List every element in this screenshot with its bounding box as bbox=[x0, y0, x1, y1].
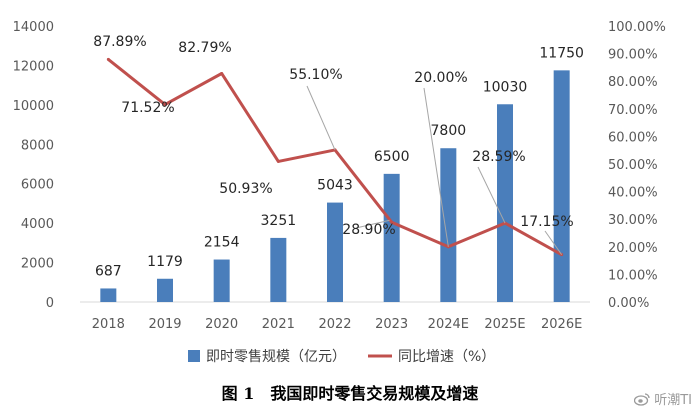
left-tick-label: 2000 bbox=[21, 257, 54, 272]
bar bbox=[327, 202, 343, 302]
left-tick-label: 4000 bbox=[21, 217, 54, 232]
bar-value-label: 687 bbox=[95, 263, 122, 279]
x-tick-label: 2023 bbox=[375, 317, 408, 332]
line-point bbox=[163, 103, 167, 107]
legend-bar-label: 即时零售规模（亿元） bbox=[206, 349, 346, 365]
line-value-label: 87.89% bbox=[93, 34, 146, 50]
bar-value-label: 11750 bbox=[539, 45, 584, 61]
left-tick-label: 8000 bbox=[21, 138, 54, 153]
x-tick-label: 2018 bbox=[92, 317, 125, 332]
x-tick-label: 2021 bbox=[262, 317, 295, 332]
leader-line bbox=[477, 166, 506, 224]
right-tick-label: 70.00% bbox=[608, 103, 658, 118]
line-value-label: 71.52% bbox=[121, 100, 174, 116]
weibo-logo-icon bbox=[634, 392, 650, 406]
right-tick-label: 40.00% bbox=[608, 186, 658, 201]
bar bbox=[553, 70, 570, 302]
line-value-label: 82.79% bbox=[178, 40, 231, 56]
line-point bbox=[390, 220, 394, 224]
watermark: 听潮TI bbox=[634, 389, 692, 408]
figure-caption: 图 1 我国即时零售交易规模及增速 bbox=[0, 380, 700, 404]
line-value-label: 20.00% bbox=[414, 70, 467, 86]
figure-number: 图 1 bbox=[221, 384, 255, 403]
x-tick-label: 2019 bbox=[148, 317, 181, 332]
right-axis: 0.00% 10.00% 20.00% 30.00% 40.00% 50.00% 60.00… bbox=[608, 20, 666, 311]
x-tick-label: 2026E bbox=[541, 317, 582, 332]
leader-line bbox=[423, 87, 449, 247]
x-tick-label: 2020 bbox=[205, 317, 238, 332]
left-tick-label: 0 bbox=[46, 296, 54, 311]
legend-line-label: 同比增速（%） bbox=[398, 349, 495, 365]
x-tick-label: 2022 bbox=[318, 317, 351, 332]
label-leader-lines bbox=[306, 85, 563, 255]
right-tick-label: 90.00% bbox=[608, 48, 658, 63]
bar-value-label: 7800 bbox=[431, 123, 467, 139]
bar-value-label: 10030 bbox=[483, 79, 528, 95]
bar bbox=[100, 288, 117, 302]
legend-bar-swatch bbox=[188, 350, 200, 362]
bar-series bbox=[100, 70, 570, 302]
left-tick-label: 10000 bbox=[13, 99, 54, 114]
right-tick-label: 0.00% bbox=[608, 296, 649, 311]
right-tick-label: 50.00% bbox=[608, 158, 658, 173]
line-point bbox=[106, 57, 110, 61]
bar-value-label: 5043 bbox=[317, 178, 353, 194]
leader-line bbox=[306, 85, 336, 151]
bar-value-label: 3251 bbox=[261, 213, 297, 229]
line-value-label: 50.93% bbox=[219, 181, 272, 197]
right-tick-label: 100.00% bbox=[608, 20, 666, 35]
bar bbox=[383, 173, 400, 302]
left-tick-label: 14000 bbox=[13, 20, 54, 35]
left-tick-label: 12000 bbox=[13, 59, 54, 74]
watermark-text: 听潮TI bbox=[654, 393, 692, 408]
bar-value-label: 2154 bbox=[204, 235, 240, 251]
right-tick-label: 10.00% bbox=[608, 268, 658, 283]
line-point bbox=[276, 159, 280, 163]
right-tick-label: 30.00% bbox=[608, 213, 658, 228]
line-value-label: 17.15% bbox=[520, 214, 573, 230]
right-tick-label: 60.00% bbox=[608, 130, 658, 145]
x-tick-label: 2025E bbox=[484, 317, 525, 332]
line-value-label: 28.90% bbox=[342, 222, 395, 238]
line-value-label: 28.59% bbox=[472, 149, 525, 165]
x-tick-label: 2024E bbox=[428, 317, 469, 332]
bar-value-label: 6500 bbox=[374, 149, 410, 165]
bar-data-labels: 687 1179 2154 3251 5043 6500 7800 10030 11750 bbox=[95, 45, 584, 279]
bar bbox=[270, 237, 287, 302]
combo-chart: 0 2000 4000 6000 8000 10000 12000 14000 0.00% 10… bbox=[13, 20, 666, 365]
bar-value-label: 1179 bbox=[147, 254, 183, 270]
figure-title: 我国即时零售交易规模及增速 bbox=[270, 384, 479, 403]
leader-line bbox=[355, 219, 390, 229]
right-tick-label: 80.00% bbox=[608, 75, 658, 90]
left-axis: 0 2000 4000 6000 8000 10000 12000 14000 bbox=[13, 20, 54, 311]
x-axis: 2018 2019 2020 2021 2022 2023 2024E 2025E 2026E bbox=[80, 301, 590, 332]
bar bbox=[440, 148, 457, 302]
legend: 即时零售规模（亿元） 同比增速（%） bbox=[188, 349, 495, 365]
bar bbox=[157, 278, 173, 302]
line-point bbox=[220, 71, 224, 75]
leader-line bbox=[544, 230, 563, 255]
left-tick-label: 6000 bbox=[21, 178, 54, 193]
line-data-labels: 87.89% 71.52% 82.79% 50.93% 55.10% 28.90% 20.0… bbox=[93, 34, 573, 238]
bar bbox=[213, 259, 230, 302]
line-value-label: 55.10% bbox=[289, 67, 342, 83]
bar bbox=[497, 104, 513, 302]
right-tick-label: 20.00% bbox=[608, 241, 658, 256]
